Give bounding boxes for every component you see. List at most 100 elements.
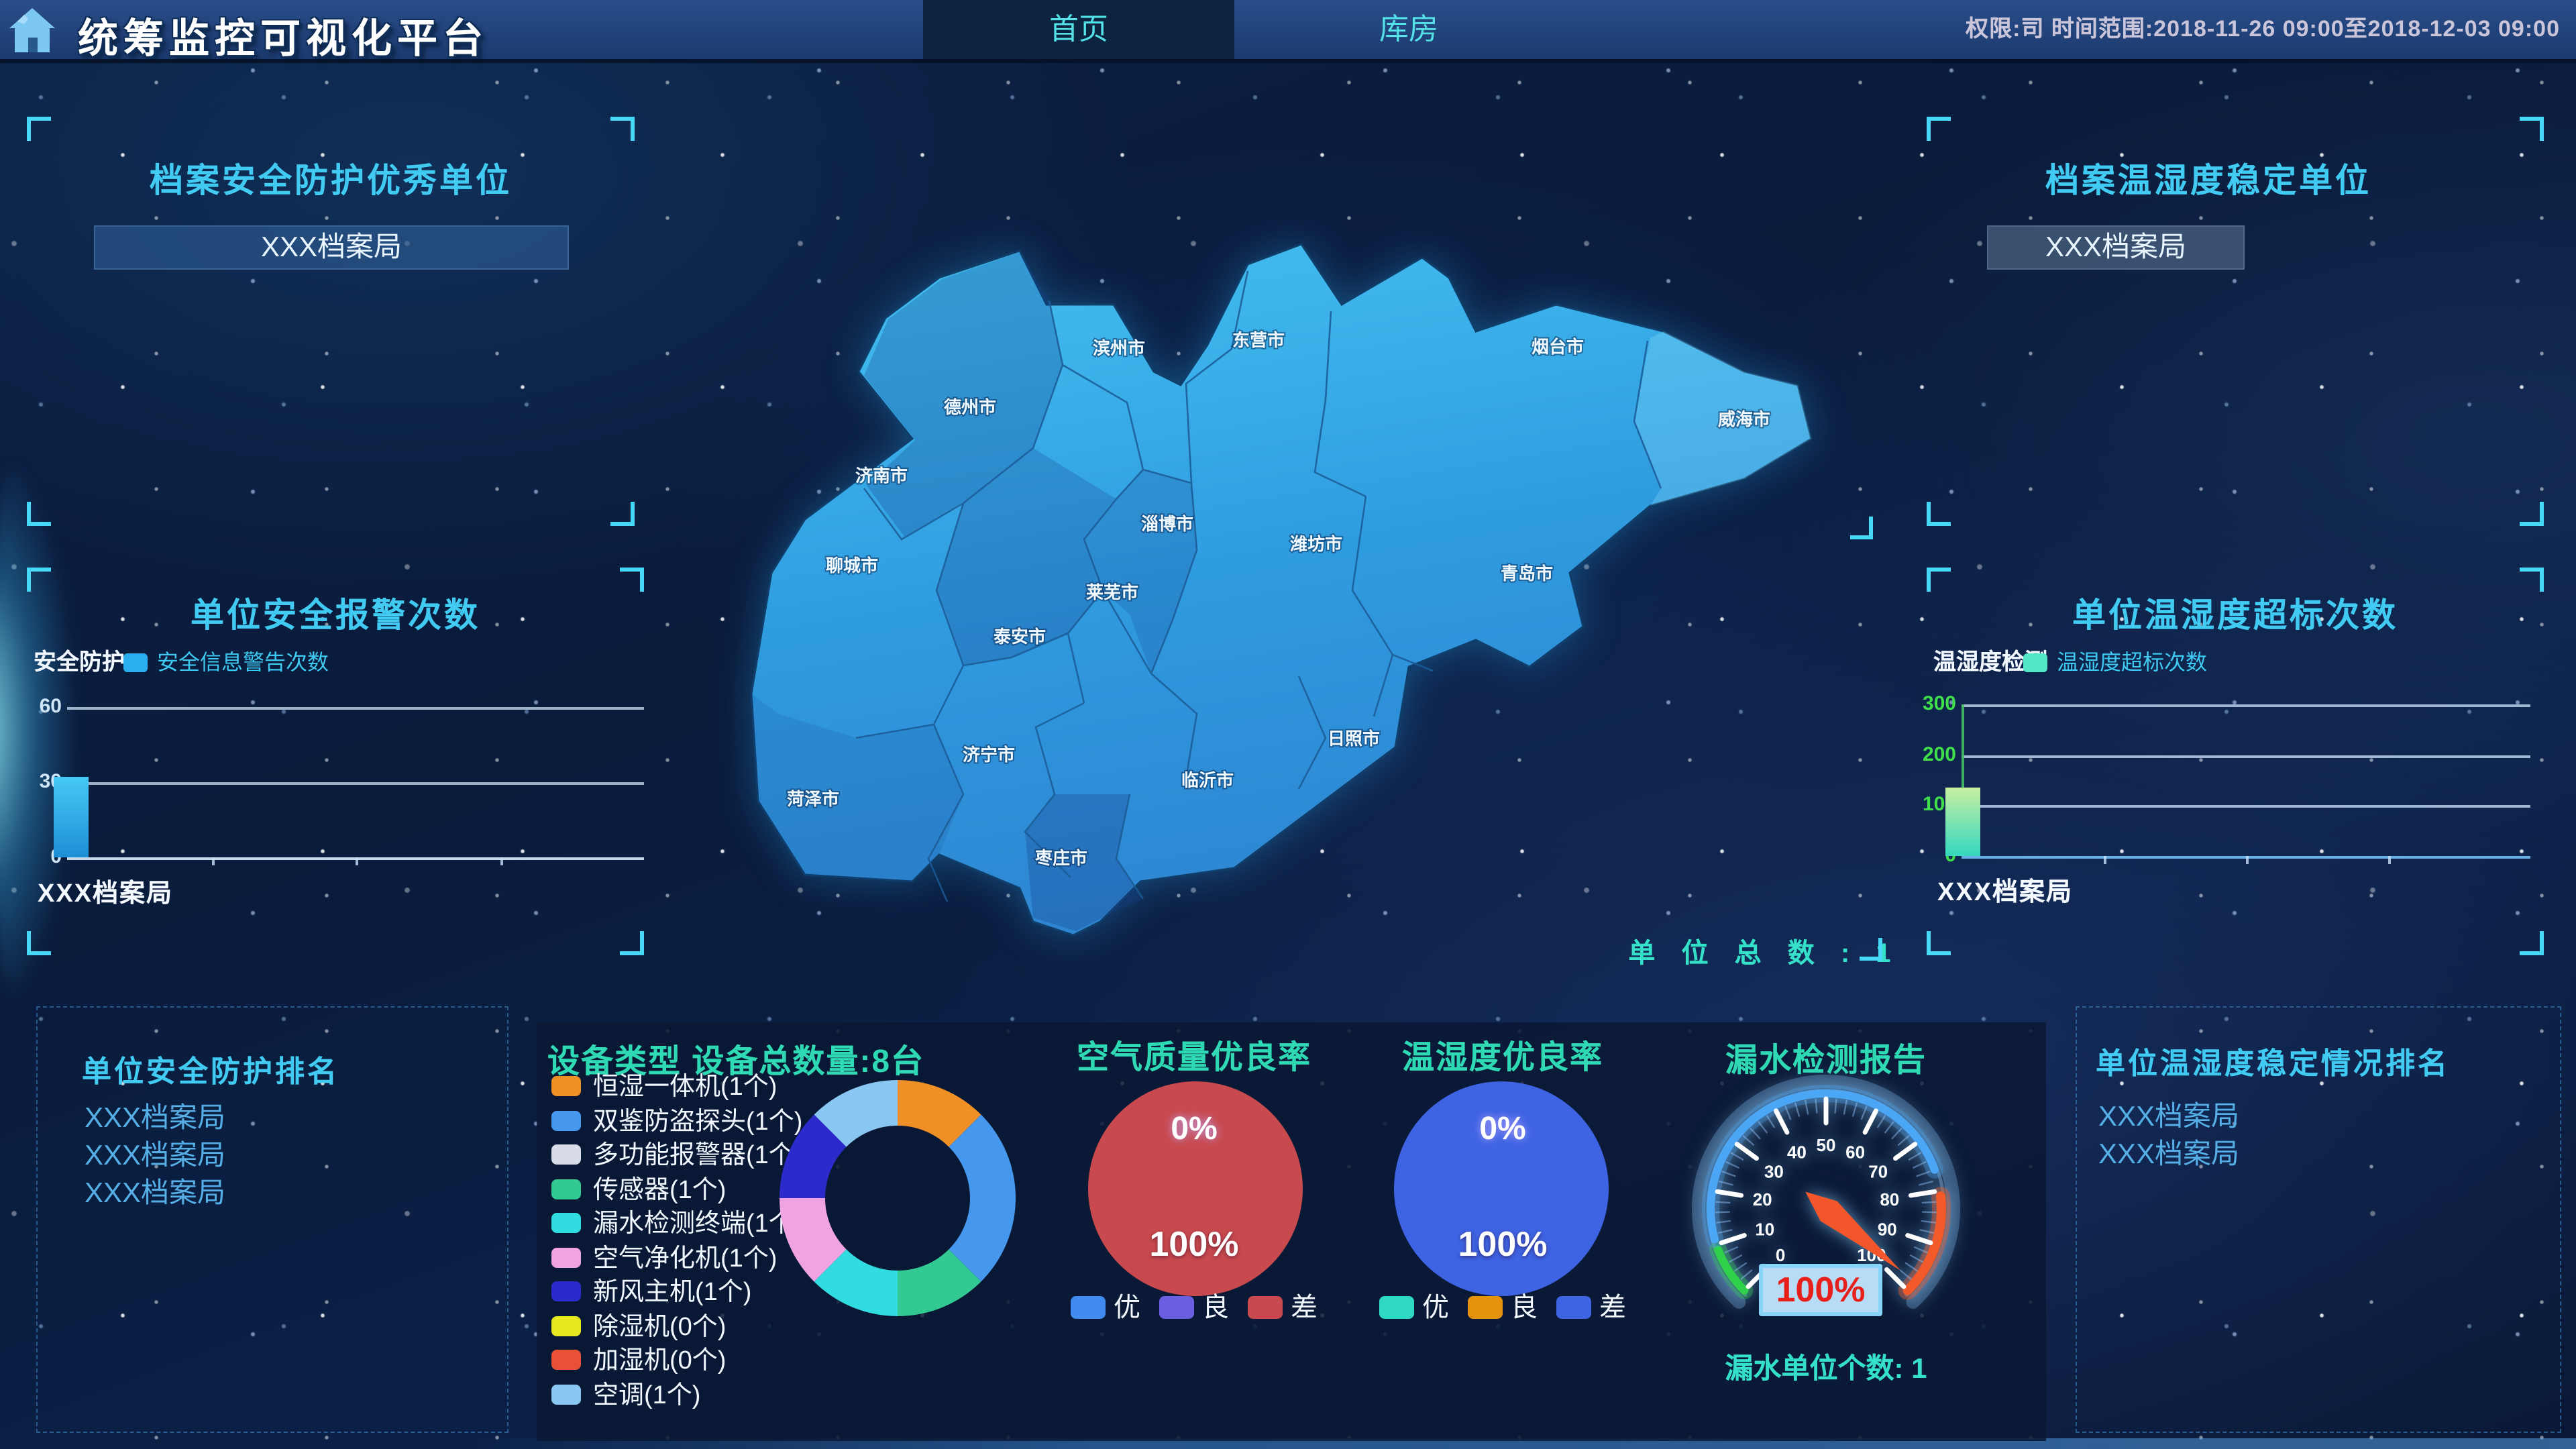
map-city-label[interactable]: 东营市 bbox=[1231, 329, 1286, 352]
corner-bracket bbox=[27, 931, 51, 955]
gauge-minor-tick bbox=[1860, 1106, 1868, 1120]
legend-swatch bbox=[551, 1213, 581, 1233]
gauge-minor-tick bbox=[1730, 1152, 1744, 1161]
map-city-label[interactable]: 聊城市 bbox=[824, 554, 879, 577]
legend-item[interactable]: 加湿机(0个) bbox=[551, 1347, 726, 1379]
legend-item[interactable]: 差 bbox=[1556, 1285, 1626, 1324]
gauge-major-tick bbox=[1774, 1108, 1790, 1135]
gauge-major-tick bbox=[1893, 1142, 1918, 1161]
rank-list-item[interactable]: XXX档案局 bbox=[85, 1178, 226, 1209]
gauge-arc bbox=[1692, 1075, 1960, 1309]
chart-legend[interactable]: 温湿度超标次数 bbox=[2023, 644, 2207, 676]
legend-label: 温湿度超标次数 bbox=[2057, 652, 2208, 675]
bottom-light-strip bbox=[470, 1438, 2576, 1449]
nebula-glow bbox=[0, 443, 75, 1020]
air-quality-pie[interactable] bbox=[1088, 1081, 1303, 1296]
bar-series[interactable] bbox=[1945, 788, 1980, 856]
legend-item[interactable]: 恒湿一体机(1个) bbox=[551, 1073, 777, 1106]
tab-storage[interactable]: 库房 bbox=[1379, 12, 1438, 46]
legend-item[interactable]: 漏水检测终端(1个) bbox=[551, 1210, 802, 1242]
gauge-major-tick bbox=[1719, 1233, 1747, 1246]
legend-item[interactable]: 除湿机(0个) bbox=[551, 1313, 726, 1345]
map-city-label[interactable]: 菏泽市 bbox=[786, 788, 841, 810]
map-city-label[interactable]: 日照市 bbox=[1326, 727, 1381, 750]
province-shape[interactable] bbox=[750, 243, 1813, 936]
map-city-label[interactable]: 济宁市 bbox=[961, 743, 1016, 766]
unit-list-item[interactable]: XXX档案局 bbox=[94, 225, 569, 270]
map-city-label[interactable]: 烟台市 bbox=[1530, 335, 1585, 358]
rank-list-item[interactable]: XXX档案局 bbox=[2098, 1102, 2240, 1132]
legend-item[interactable]: 优 bbox=[1379, 1285, 1449, 1324]
map-city-label[interactable]: 临沂市 bbox=[1180, 769, 1235, 792]
gauge-tick-label: 10 bbox=[1755, 1220, 1774, 1240]
donut-segment[interactable] bbox=[780, 1198, 847, 1282]
rank-list-item[interactable]: XXX档案局 bbox=[85, 1103, 226, 1134]
rank-list-item[interactable]: XXX档案局 bbox=[2098, 1139, 2240, 1170]
legend-item[interactable]: 双鉴防盗探头(1个) bbox=[551, 1108, 802, 1140]
legend-label: 良 bbox=[1202, 1293, 1229, 1323]
corner-bracket bbox=[1927, 568, 1951, 592]
x-axis-tick bbox=[2388, 856, 2391, 864]
legend-item[interactable]: 良 bbox=[1159, 1285, 1229, 1324]
grid-line bbox=[1962, 704, 2530, 707]
legend-item[interactable]: 良 bbox=[1468, 1285, 1538, 1324]
app-title: 统筹监控可视化平台 bbox=[78, 17, 488, 62]
legend-label: 优 bbox=[1422, 1293, 1449, 1323]
gauge-minor-tick bbox=[1766, 1115, 1776, 1128]
unit-list-item[interactable]: XXX档案局 bbox=[1987, 225, 2245, 270]
legend-item[interactable]: 传感器(1个) bbox=[551, 1176, 726, 1208]
chart-legend[interactable]: 安全信息警告次数 bbox=[123, 644, 329, 676]
gauge-minor-tick bbox=[1916, 1171, 1931, 1177]
legend-label: 空调(1个) bbox=[593, 1381, 701, 1409]
gauge-minor-tick bbox=[1913, 1161, 1927, 1169]
gauge-minor-tick bbox=[1715, 1211, 1731, 1214]
panel-title: 单位安全防护排名 bbox=[82, 1055, 340, 1088]
legend-item[interactable]: 新风主机(1个) bbox=[551, 1279, 751, 1311]
y-axis-line bbox=[1962, 704, 1964, 856]
pie-value-bottom: 100% bbox=[1458, 1224, 1548, 1264]
map-city-label[interactable]: 滨州市 bbox=[1091, 337, 1146, 360]
bar-series[interactable] bbox=[54, 777, 89, 857]
map-city-label[interactable]: 青岛市 bbox=[1499, 562, 1554, 585]
map-city-label[interactable]: 莱芜市 bbox=[1085, 581, 1140, 604]
pie-value-top: 0% bbox=[1479, 1111, 1526, 1147]
legend-item[interactable]: 优 bbox=[1071, 1285, 1140, 1324]
leak-count-label: 漏水单位个数: 1 bbox=[1725, 1354, 1927, 1385]
legend-swatch bbox=[1248, 1296, 1283, 1319]
legend-item[interactable]: 空气净化机(1个) bbox=[551, 1244, 777, 1277]
legend-item[interactable]: 多功能报警器(1个) bbox=[551, 1142, 802, 1174]
donut-segment[interactable] bbox=[898, 1080, 981, 1147]
map-city-label[interactable]: 威海市 bbox=[1717, 408, 1772, 431]
donut-segment[interactable] bbox=[814, 1249, 898, 1316]
legend-label: 漏水检测终端(1个) bbox=[593, 1210, 803, 1238]
gauge-minor-tick bbox=[1921, 1211, 1937, 1214]
donut-segment[interactable] bbox=[780, 1114, 847, 1198]
permission-timerange-label: 权限:司 时间范围:2018-11-26 09:00至2018-12-03 09… bbox=[1966, 16, 2560, 42]
map-city-label[interactable]: 泰安市 bbox=[992, 625, 1047, 648]
corner-bracket bbox=[2520, 568, 2544, 592]
rank-list-item[interactable]: XXX档案局 bbox=[85, 1140, 226, 1171]
legend-swatch bbox=[2023, 653, 2047, 672]
tab-home[interactable]: 首页 bbox=[923, 0, 1234, 59]
donut-segment[interactable] bbox=[814, 1080, 898, 1147]
map-city-label[interactable]: 枣庄市 bbox=[1033, 847, 1089, 869]
legend-label: 除湿机(0个) bbox=[593, 1313, 727, 1341]
gauge-minor-tick bbox=[1891, 1128, 1902, 1140]
legend-item[interactable]: 空调(1个) bbox=[551, 1381, 700, 1413]
donut-segment[interactable] bbox=[949, 1198, 1016, 1282]
map-city-label[interactable]: 潍坊市 bbox=[1289, 533, 1344, 555]
map-city-label[interactable]: 淄博市 bbox=[1140, 513, 1195, 535]
map-city-label[interactable]: 济南市 bbox=[854, 464, 909, 487]
donut-segment[interactable] bbox=[949, 1114, 1016, 1198]
map-city-label[interactable]: 德州市 bbox=[943, 396, 998, 419]
gauge-minor-tick bbox=[1805, 1099, 1809, 1115]
gauge-tick-label: 50 bbox=[1817, 1135, 1836, 1155]
section-title: 空气质量优良率 bbox=[1077, 1040, 1311, 1076]
corner-bracket bbox=[610, 502, 635, 526]
legend-item[interactable]: 差 bbox=[1248, 1285, 1318, 1324]
gauge-arc bbox=[1902, 1191, 1946, 1295]
humiture-pie[interactable] bbox=[1394, 1081, 1609, 1296]
gauge-minor-tick bbox=[1843, 1099, 1847, 1115]
home-icon[interactable] bbox=[5, 3, 59, 56]
donut-segment[interactable] bbox=[898, 1249, 981, 1316]
